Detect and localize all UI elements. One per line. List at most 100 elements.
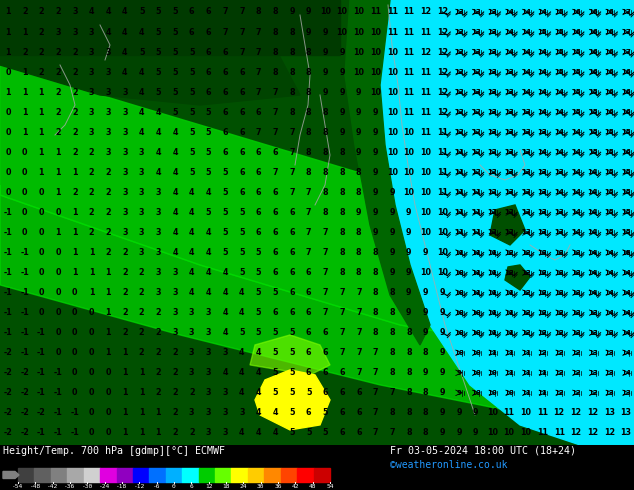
Text: 5: 5: [256, 328, 261, 337]
Text: 10: 10: [420, 228, 431, 237]
Text: 0: 0: [5, 128, 11, 137]
Text: 13: 13: [588, 350, 597, 356]
Text: 8: 8: [389, 328, 395, 337]
Text: 2: 2: [72, 188, 77, 197]
Text: 10: 10: [353, 68, 365, 76]
Text: 7: 7: [356, 368, 361, 377]
Text: 14: 14: [521, 89, 531, 95]
Text: 12: 12: [538, 350, 547, 356]
Text: -1: -1: [20, 328, 29, 337]
Text: 2: 2: [155, 308, 161, 317]
Text: 1: 1: [139, 389, 145, 397]
Text: 3: 3: [223, 408, 228, 417]
Text: 4: 4: [239, 428, 245, 438]
Text: 9: 9: [356, 148, 361, 157]
Text: 12: 12: [488, 170, 497, 175]
Text: 14: 14: [604, 270, 614, 275]
Text: 8: 8: [373, 288, 378, 297]
Text: 12: 12: [437, 27, 448, 37]
Text: 7: 7: [373, 428, 378, 438]
Text: 1: 1: [5, 48, 11, 56]
Text: 8: 8: [423, 428, 429, 438]
Text: 7: 7: [289, 128, 295, 137]
Text: 0: 0: [39, 268, 44, 277]
Text: 2: 2: [172, 348, 178, 357]
Text: 5: 5: [289, 348, 295, 357]
Text: 14: 14: [588, 190, 597, 196]
Text: 5: 5: [273, 328, 278, 337]
Text: 6: 6: [339, 408, 345, 417]
Text: 5: 5: [155, 7, 161, 17]
Text: 3: 3: [122, 168, 127, 177]
Text: 7: 7: [239, 7, 245, 17]
Text: 8: 8: [339, 268, 345, 277]
Text: 6: 6: [306, 308, 311, 317]
Text: 0: 0: [89, 308, 94, 317]
Text: 6: 6: [339, 389, 345, 397]
Text: 6: 6: [323, 368, 328, 377]
Text: 1: 1: [22, 68, 27, 76]
Text: 12: 12: [554, 350, 564, 356]
Text: 1: 1: [139, 408, 145, 417]
Text: 6: 6: [323, 389, 328, 397]
Text: 10: 10: [403, 148, 415, 157]
Text: 13: 13: [621, 390, 631, 396]
Text: 14: 14: [538, 69, 547, 75]
Text: 10: 10: [471, 330, 481, 336]
Text: 10: 10: [370, 48, 381, 56]
Text: 13: 13: [554, 209, 564, 216]
Text: 9: 9: [439, 389, 445, 397]
Text: 12: 12: [521, 290, 531, 295]
Text: 6: 6: [273, 248, 278, 257]
Text: 3: 3: [172, 308, 178, 317]
Text: 13: 13: [521, 109, 531, 115]
Text: 13: 13: [521, 149, 531, 155]
Text: -1: -1: [70, 428, 79, 438]
Text: 6: 6: [339, 368, 345, 377]
Text: 9: 9: [406, 228, 411, 237]
Text: 3: 3: [122, 108, 127, 117]
Text: 8: 8: [406, 348, 411, 357]
Text: 0: 0: [39, 208, 44, 217]
Text: 9: 9: [389, 208, 395, 217]
Text: 15: 15: [571, 49, 581, 55]
Text: 12: 12: [471, 69, 481, 75]
Text: 2: 2: [89, 228, 94, 237]
Text: 10: 10: [370, 68, 381, 76]
Text: -1: -1: [4, 228, 13, 237]
Text: 14: 14: [554, 149, 564, 155]
Text: 4: 4: [139, 128, 145, 137]
Text: 2: 2: [122, 268, 127, 277]
Text: 8: 8: [356, 248, 361, 257]
Text: 15: 15: [604, 129, 614, 135]
Text: 6: 6: [205, 27, 211, 37]
Text: 6: 6: [239, 108, 245, 117]
Text: 11: 11: [437, 168, 448, 177]
Text: 0: 0: [89, 428, 94, 438]
Text: 13: 13: [604, 370, 614, 376]
Text: 9: 9: [389, 188, 395, 197]
Text: 17: 17: [621, 29, 631, 35]
Text: 16: 16: [604, 49, 614, 55]
Text: 14: 14: [588, 209, 597, 216]
Text: -24: -24: [99, 485, 110, 490]
Text: 3: 3: [239, 408, 245, 417]
Text: 5: 5: [172, 88, 178, 97]
Text: 8: 8: [289, 108, 295, 117]
Text: 1: 1: [22, 108, 27, 117]
Text: 12: 12: [437, 108, 448, 117]
Text: 11: 11: [420, 108, 431, 117]
Text: 4: 4: [189, 268, 195, 277]
Text: 2: 2: [155, 328, 161, 337]
Text: 5: 5: [273, 288, 278, 297]
Text: 10: 10: [454, 270, 464, 275]
Text: 9: 9: [356, 108, 361, 117]
Text: 12: 12: [205, 485, 212, 490]
Text: 5: 5: [273, 348, 278, 357]
Text: 11: 11: [403, 7, 415, 17]
Text: 2: 2: [172, 368, 178, 377]
Text: 16: 16: [621, 69, 631, 75]
Text: 12: 12: [588, 390, 597, 396]
Text: 12: 12: [554, 330, 564, 336]
Text: 15: 15: [604, 190, 614, 196]
